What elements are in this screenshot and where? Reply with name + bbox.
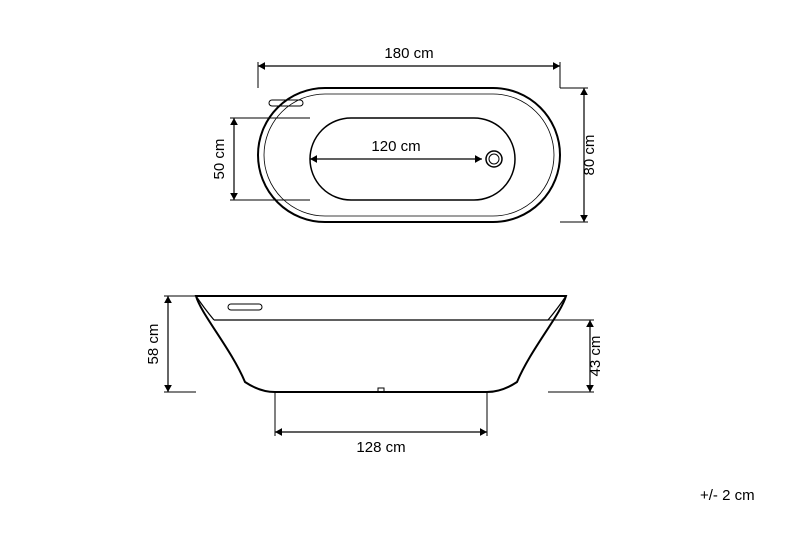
dim-inner-height-label: 50 cm: [211, 139, 228, 180]
tolerance-note: +/- 2 cm: [700, 487, 755, 504]
dim-outer-height: 80 cm: [560, 88, 598, 222]
dim-outer-width: 180 cm: [258, 45, 560, 88]
dim-inner-side-height: 43 cm: [548, 320, 604, 392]
dim-base-width: 128 cm: [275, 392, 487, 456]
dim-total-height-label: 58 cm: [145, 324, 162, 365]
tolerance-label: +/- 2 cm: [700, 487, 755, 504]
dim-inner-width-label: 120 cm: [371, 138, 420, 155]
top-view: 180 cm 80 cm 50 cm 120 cm: [211, 45, 598, 222]
dim-total-height: 58 cm: [145, 296, 196, 392]
dim-outer-width-label: 180 cm: [384, 45, 433, 62]
dim-outer-height-label: 80 cm: [581, 135, 598, 176]
dim-base-width-label: 128 cm: [356, 439, 405, 456]
dim-inner-side-height-label: 43 cm: [587, 336, 604, 377]
side-view: 58 cm 43 cm 128 cm: [145, 296, 604, 456]
